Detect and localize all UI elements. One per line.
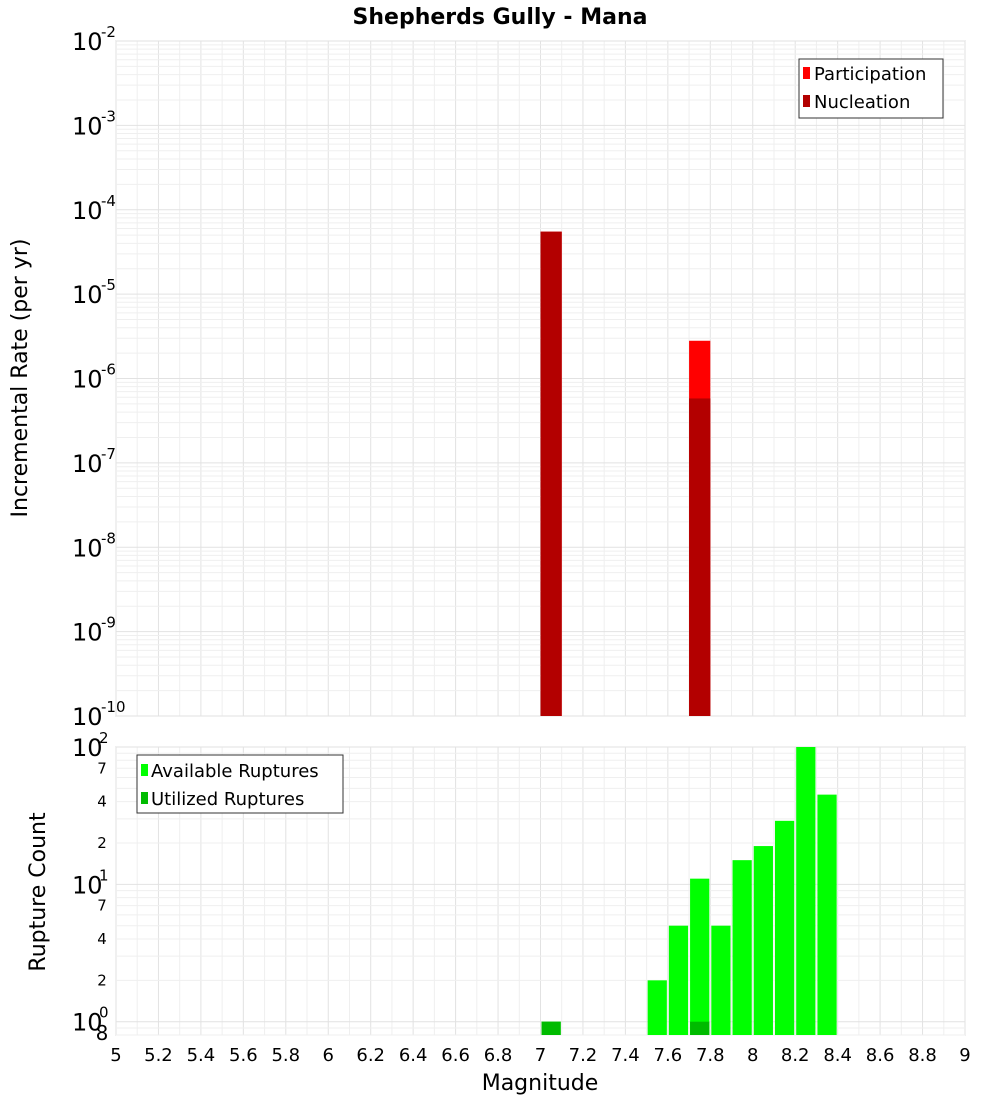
rate-y-axis-label: Incremental Rate (per yr) — [8, 239, 33, 518]
count-y-axis-label: Rupture Count — [26, 812, 51, 972]
utilized-ruptures-bar — [690, 1021, 710, 1035]
count-legend-box — [136, 754, 344, 814]
x-tick-label: 5.4 — [187, 1045, 216, 1066]
rate-y-tick-label: 10 — [72, 112, 103, 140]
count-y-tick-label: 10 — [72, 871, 103, 899]
x-tick-label: 7.2 — [569, 1045, 598, 1066]
x-tick-label: 6.8 — [484, 1045, 513, 1066]
nucleation-bar — [689, 398, 711, 716]
x-tick-label: 5.8 — [271, 1045, 300, 1066]
rate-y-tick-label: 10 — [72, 281, 103, 309]
rate-y-tick-label: 10 — [72, 366, 103, 394]
x-tick-label: 6.4 — [399, 1045, 428, 1066]
rate-y-tick-exponent: -8 — [101, 529, 116, 547]
count-legend: Available Ruptures Utilized Ruptures — [136, 754, 344, 814]
available-ruptures-bar — [817, 794, 837, 1035]
available-ruptures-bar — [796, 747, 816, 1035]
x-tick-label: 8 — [747, 1045, 758, 1066]
available-legend-swatch — [141, 764, 148, 776]
available-ruptures-bar — [647, 980, 667, 1035]
available-legend-label: Available Ruptures — [151, 761, 319, 782]
nucleation-legend-label: Nucleation — [814, 92, 910, 113]
available-ruptures-bar — [711, 925, 731, 1035]
rate-gridlines — [115, 40, 966, 717]
rate-bars — [540, 231, 711, 716]
rate-legend-box — [798, 58, 944, 119]
count-y-minor-tick-label: 4 — [97, 793, 107, 811]
rate-y-tick-label: 10 — [72, 619, 103, 647]
x-tick-label: 9 — [959, 1045, 970, 1066]
available-ruptures-bar — [774, 820, 795, 1035]
available-ruptures-bar — [690, 878, 710, 1035]
rate-legend: Participation Nucleation — [798, 58, 944, 119]
count-y-tick-exponent: 1 — [99, 866, 109, 884]
rate-y-tick-exponent: -2 — [101, 23, 116, 41]
nucleation-legend-swatch — [803, 95, 810, 107]
count-y-minor-tick-label: 7 — [97, 759, 107, 777]
rate-y-tick-label: 10 — [72, 197, 103, 225]
count-bars — [541, 747, 837, 1035]
rate-y-tick-label: 10 — [72, 450, 103, 478]
rate-y-tick-exponent: -3 — [101, 107, 116, 125]
count-y-tick-exponent: 2 — [99, 729, 109, 747]
x-ticks: 5 5.2 5.4 5.6 5.8 6 6.2 6.4 6.6 6.8 7 7.2 7.4 7.6 7.8 8… — [110, 1045, 970, 1066]
rate-y-tick-exponent: -7 — [101, 445, 116, 463]
x-tick-label: 6 — [323, 1045, 334, 1066]
count-y-minor-tick-label: 2 — [97, 971, 107, 989]
rate-y-tick-exponent: -10 — [101, 698, 126, 716]
count-y-minor-tick-label: 8 — [96, 1021, 109, 1045]
available-ruptures-bar — [753, 846, 773, 1035]
rate-y-tick-label: 10 — [72, 28, 103, 56]
count-y-minor-tick-label: 4 — [97, 930, 107, 948]
x-tick-label: 6.6 — [441, 1045, 470, 1066]
x-tick-label: 8.8 — [908, 1045, 937, 1066]
participation-legend-label: Participation — [814, 64, 926, 85]
rate-y-tick-exponent: -5 — [101, 276, 116, 294]
x-tick-label: 7.4 — [611, 1045, 640, 1066]
rate-y-tick-label: 10 — [72, 534, 103, 562]
x-tick-label: 8.4 — [823, 1045, 852, 1066]
chart-title: Shepherds Gully - Mana — [353, 5, 648, 30]
x-tick-label: 5 — [110, 1045, 121, 1066]
x-axis-label: Magnitude — [482, 1071, 599, 1096]
count-y-tick-label: 10 — [72, 734, 103, 762]
x-tick-label: 8.2 — [781, 1045, 810, 1066]
x-tick-label: 7 — [535, 1045, 546, 1066]
count-y-tick-exponent: 0 — [99, 1004, 109, 1022]
count-y-tick-label: 10 — [72, 1009, 103, 1037]
available-ruptures-bar — [732, 860, 752, 1035]
rate-y-tick-exponent: -4 — [101, 192, 116, 210]
x-tick-label: 8.6 — [866, 1045, 895, 1066]
count-y-minor-tick-label: 2 — [97, 834, 107, 852]
nucleation-bar — [540, 231, 562, 716]
utilized-legend-label: Utilized Ruptures — [151, 789, 304, 810]
rate-y-tick-exponent: -9 — [101, 614, 116, 632]
utilized-ruptures-bar — [541, 1021, 561, 1035]
x-tick-label: 7.8 — [696, 1045, 725, 1066]
rate-y-tick-label: 10 — [72, 703, 103, 731]
x-tick-label: 5.6 — [229, 1045, 258, 1066]
x-tick-label: 5.2 — [144, 1045, 173, 1066]
count-y-minor-tick-label: 7 — [97, 897, 107, 915]
utilized-legend-swatch — [141, 792, 148, 804]
x-tick-label: 6.2 — [356, 1045, 385, 1066]
x-tick-label: 7.6 — [654, 1045, 683, 1066]
participation-legend-swatch — [803, 67, 810, 79]
available-ruptures-bar — [668, 925, 689, 1035]
rate-y-tick-exponent: -6 — [101, 361, 116, 379]
